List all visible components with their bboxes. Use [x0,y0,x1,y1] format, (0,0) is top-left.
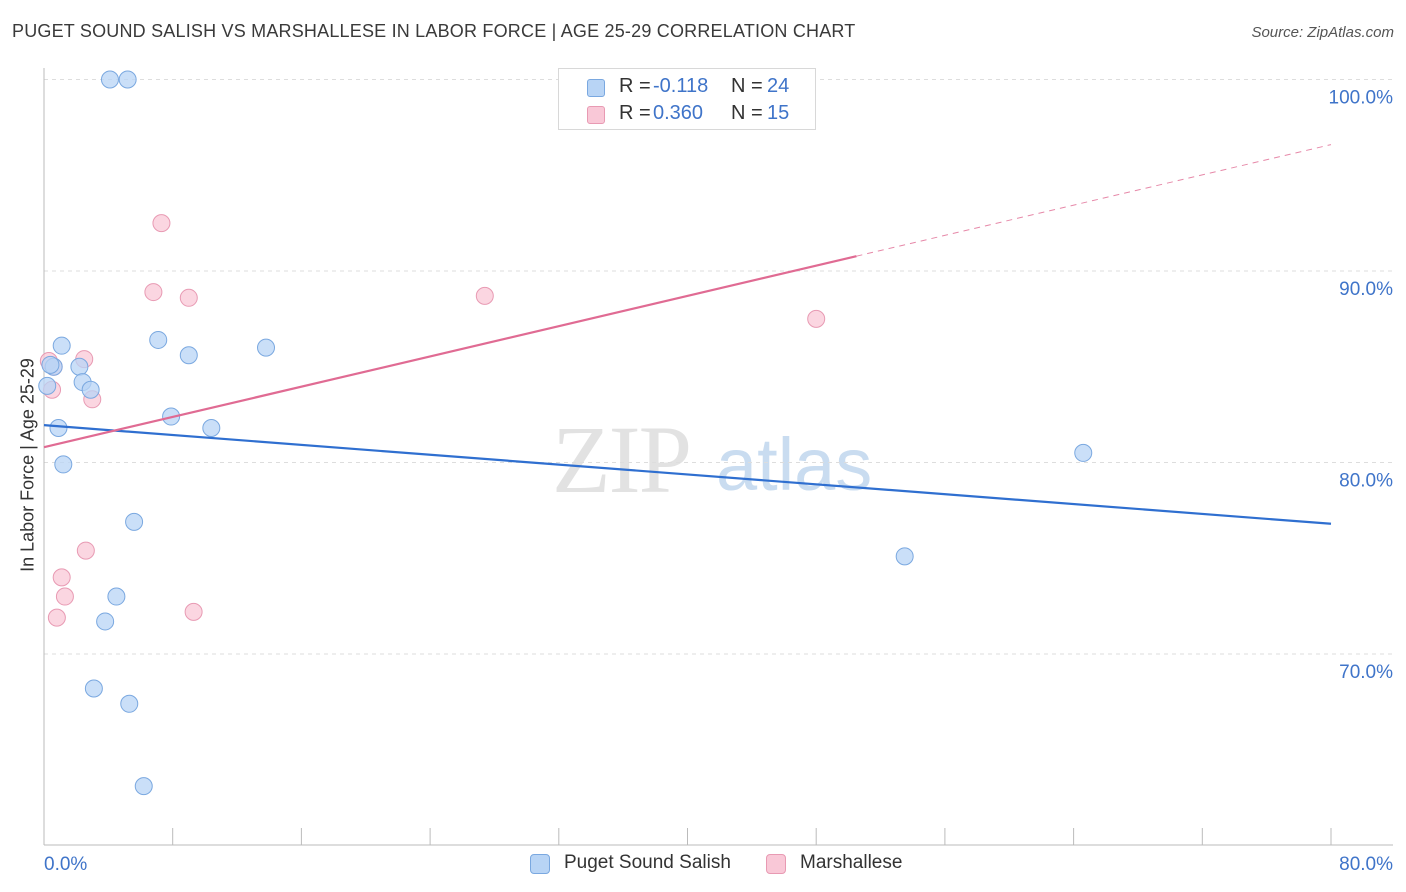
data-point-puget-sound-salish [125,512,144,531]
data-point-puget-sound-salish [84,679,103,698]
data-point-puget-sound-salish [257,338,276,357]
legend-r-label: R = [619,75,651,97]
data-point-marshallese [52,568,71,587]
data-point-marshallese [144,283,163,302]
data-point-puget-sound-salish [1074,443,1093,462]
data-point-puget-sound-salish [118,70,137,89]
data-point-marshallese [184,602,203,621]
x-tick-label: 0.0% [44,854,87,875]
data-point-marshallese [475,286,494,305]
data-point-puget-sound-salish [120,694,139,713]
data-point-puget-sound-salish [38,376,57,395]
y-tick-label: 70.0% [1339,662,1393,683]
data-point-puget-sound-salish [895,547,914,566]
y-tick-label: 80.0% [1339,471,1393,492]
legend-r-value: 0.360 [653,102,704,124]
data-point-puget-sound-salish [149,330,168,349]
trend-line-marshallese [43,255,857,449]
y-tick-label: 100.0% [1329,88,1394,109]
data-point-puget-sound-salish [52,336,71,355]
legend-n-value: 24 [767,75,790,97]
data-point-marshallese [55,587,74,606]
data-point-puget-sound-salish [202,419,221,438]
data-point-puget-sound-salish [41,355,60,374]
trend-line-puget-sound-salish [43,424,1332,525]
watermark-zip: ZIP [552,406,690,513]
data-point-puget-sound-salish [179,346,198,365]
legend-n-label: N = [731,102,763,124]
y-tick-label: 90.0% [1339,279,1393,300]
data-point-marshallese [47,608,66,627]
data-point-puget-sound-salish [134,777,153,796]
data-point-puget-sound-salish [107,587,126,606]
chart-title: PUGET SOUND SALISH VS MARSHALLESE IN LAB… [12,21,856,41]
bottom-legend-swatch-series2 [766,854,786,874]
source-label: Source: ZipAtlas.com [1251,24,1394,41]
bottom-legend-swatch-series1 [530,854,550,874]
legend-r-label: R = [619,102,651,124]
data-point-puget-sound-salish [49,419,68,438]
data-point-puget-sound-salish [100,70,119,89]
bottom-legend-label-series1: Puget Sound Salish [564,852,731,873]
data-point-marshallese [807,309,826,328]
data-point-marshallese [152,214,171,233]
data-point-marshallese [76,541,95,560]
legend-n-value: 15 [767,102,790,124]
legend-swatch-series2 [587,106,605,124]
watermark-atlas: atlas [716,423,872,506]
data-point-puget-sound-salish [70,357,89,376]
legend-swatch-series1 [587,79,605,97]
trend-line-marshallese-extension [856,144,1332,257]
data-point-puget-sound-salish [96,612,115,631]
data-point-puget-sound-salish [81,380,100,399]
bottom-legend-label-series2: Marshallese [800,852,903,873]
x-tick-label: 80.0% [1339,854,1393,875]
legend-n-label: N = [731,75,763,97]
y-axis-label: In Labor Force | Age 25-29 [17,358,38,572]
legend-r-value: -0.118 [653,75,709,97]
data-point-puget-sound-salish [54,455,73,474]
data-point-marshallese [179,288,198,307]
correlation-legend: R = -0.118 N = 24 R = 0.360 N = 15 [558,68,816,130]
